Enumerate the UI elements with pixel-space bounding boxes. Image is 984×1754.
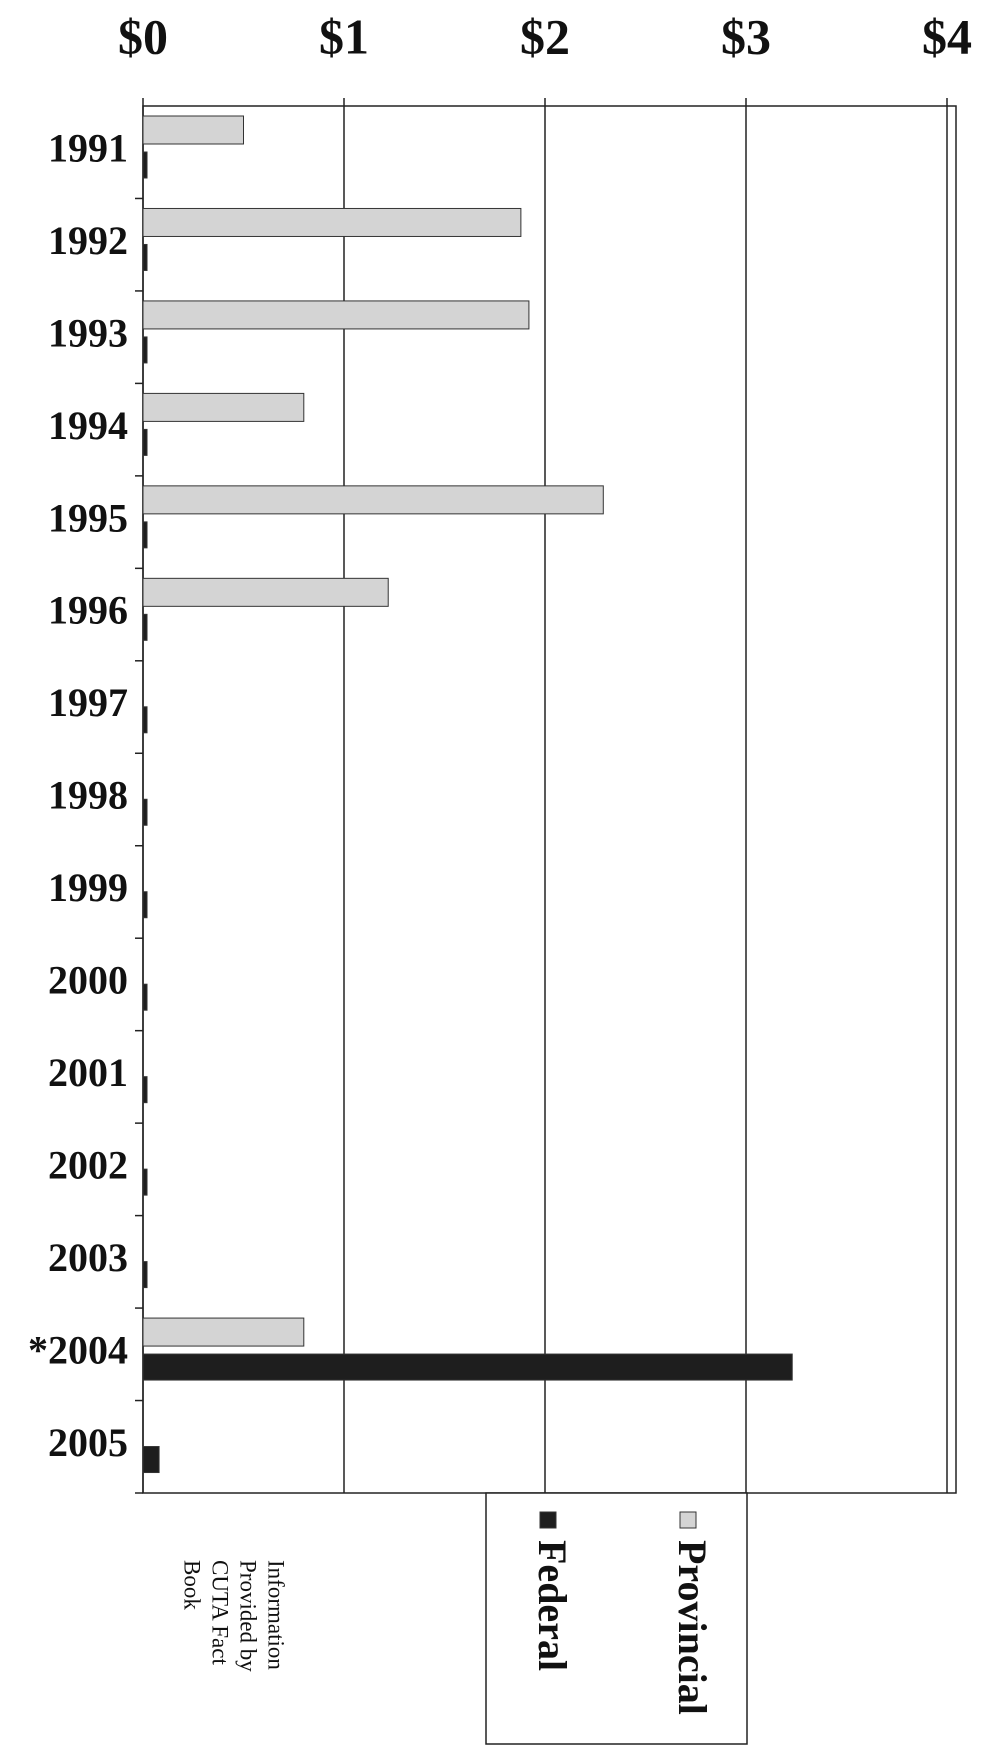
y-tick-label: 2001: [48, 1050, 128, 1095]
bar: [143, 799, 147, 825]
y-tick-label: 1993: [48, 310, 128, 355]
bar: [143, 1447, 159, 1473]
bar: [143, 578, 388, 606]
x-tick-label: $1: [319, 8, 369, 64]
bar: [143, 116, 244, 144]
y-tick-label: 1998: [48, 773, 128, 818]
x-tick-label: $3: [721, 8, 771, 64]
y-tick-label: 2005: [48, 1420, 128, 1465]
bar: [143, 1318, 304, 1346]
y-tick-label: 2000: [48, 958, 128, 1003]
bar: [143, 614, 147, 640]
y-tick-label: 1997: [48, 680, 128, 725]
bar: [143, 984, 147, 1010]
y-tick-label: 2003: [48, 1235, 128, 1280]
y-tick-label: 1992: [48, 218, 128, 263]
legend-swatch: [680, 1512, 696, 1528]
legend-label: Federal: [530, 1540, 575, 1671]
legend-label: Provincial: [670, 1540, 715, 1715]
bar: [143, 337, 147, 363]
x-tick-label: $2: [520, 8, 570, 64]
bar: [143, 1262, 147, 1288]
y-tick-label: 1999: [48, 865, 128, 910]
bar: [143, 486, 603, 514]
annotation: Book: [180, 1560, 205, 1610]
bar: [143, 208, 521, 236]
bar: [143, 301, 529, 329]
bar: [143, 152, 147, 178]
bar: [143, 393, 304, 421]
y-tick-label: 2002: [48, 1143, 128, 1188]
bar: [143, 892, 147, 918]
bar: [143, 707, 147, 733]
y-tick-label: 1996: [48, 588, 128, 633]
x-tick-label: $4: [922, 8, 972, 64]
annotation: Provided by: [236, 1560, 261, 1672]
chart: $0 $1 $2 $3 $4 1991 1992 1993 1994 1995 1996 1997 19…: [0, 0, 984, 1754]
bar: [143, 244, 147, 270]
legend-swatch: [540, 1512, 556, 1528]
bar: [143, 1169, 147, 1195]
y-tick-label: 1994: [48, 403, 128, 448]
annotation: Information: [264, 1560, 289, 1670]
bar: [143, 429, 147, 455]
y-tick-label: 1995: [48, 495, 128, 540]
y-tick-label: *2004: [28, 1327, 128, 1372]
bar: [143, 1354, 792, 1380]
x-tick-label: $0: [118, 8, 168, 64]
bar: [143, 1077, 147, 1103]
y-tick-label: 1991: [48, 125, 128, 170]
annotation: CUTA Fact: [208, 1560, 233, 1665]
legend: Provincial Federal: [486, 1493, 747, 1744]
bar: [143, 522, 147, 548]
